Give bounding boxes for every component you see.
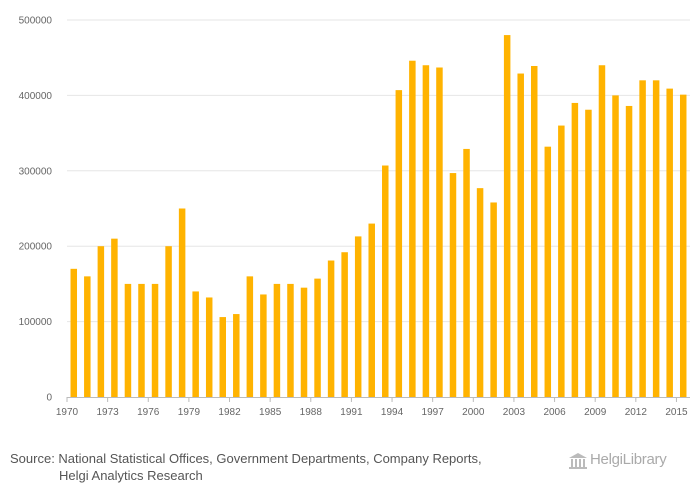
- bar-1991[interactable]: [354, 236, 362, 397]
- bar-1976[interactable]: [151, 283, 159, 397]
- bar-1995[interactable]: [409, 60, 416, 397]
- x-tick-label: 1997: [422, 407, 445, 418]
- bar-2009[interactable]: [598, 65, 606, 398]
- x-tick-label: 1979: [178, 407, 201, 418]
- y-tick-label: 400000: [19, 91, 53, 102]
- bar-1974[interactable]: [124, 283, 132, 397]
- bar-2013[interactable]: [652, 80, 660, 397]
- bar-1988[interactable]: [314, 278, 321, 397]
- bar-2014[interactable]: [666, 88, 673, 397]
- bar-1996[interactable]: [422, 65, 430, 398]
- bar-1982[interactable]: [233, 314, 240, 397]
- bar-1973[interactable]: [111, 238, 118, 397]
- bar-2001[interactable]: [490, 202, 497, 397]
- bar-1997[interactable]: [436, 67, 443, 397]
- bar-2002[interactable]: [503, 35, 511, 397]
- x-axis-ticks: [66, 397, 677, 402]
- x-tick-label: 1976: [137, 407, 160, 418]
- y-tick-label: 500000: [19, 16, 53, 27]
- x-tick-label: 2015: [665, 407, 688, 418]
- bar-1986[interactable]: [287, 283, 294, 397]
- y-tick-label: 300000: [19, 166, 53, 177]
- bar-1998[interactable]: [449, 173, 457, 397]
- bar-1983[interactable]: [246, 276, 254, 397]
- x-tick-label: 2009: [584, 407, 607, 418]
- x-tick-label: 1970: [56, 407, 79, 418]
- y-tick-label: 200000: [19, 242, 53, 253]
- bar-2000[interactable]: [476, 188, 484, 397]
- y-tick-label: 0: [46, 393, 52, 404]
- bar-1990[interactable]: [341, 252, 348, 397]
- bar-1985[interactable]: [273, 283, 281, 397]
- bar-chart: 0 100000 200000 300000 400000 500000 1970 1973…: [19, 16, 690, 418]
- x-tick-label: 1994: [381, 407, 404, 418]
- bar-1987[interactable]: [300, 287, 308, 397]
- bar-1978[interactable]: [178, 208, 186, 398]
- bar-1994[interactable]: [395, 90, 403, 397]
- x-axis-labels: 1970 1973 1976 1979 1982 1985 1988 1991 1994 1997…: [56, 407, 688, 418]
- logo-text: HelgiLibrary: [590, 451, 667, 468]
- bars: [70, 35, 687, 398]
- x-tick-label: 1988: [300, 407, 323, 418]
- bar-1984[interactable]: [260, 294, 267, 397]
- bar-1993[interactable]: [382, 165, 389, 397]
- bar-1975[interactable]: [138, 283, 145, 397]
- x-tick-label: 2006: [543, 407, 566, 418]
- bar-2003[interactable]: [517, 73, 524, 397]
- y-axis-labels: 0 100000 200000 300000 400000 500000: [19, 16, 53, 404]
- source-note: Source: National Statistical Offices, Go…: [10, 450, 550, 484]
- bar-1979[interactable]: [192, 291, 199, 397]
- source-line-1: Source: National Statistical Offices, Go…: [10, 451, 482, 466]
- x-tick-label: 1973: [97, 407, 120, 418]
- bar-2004[interactable]: [531, 65, 538, 397]
- bar-2011[interactable]: [625, 105, 633, 398]
- bar-2012[interactable]: [639, 80, 646, 397]
- bar-1972[interactable]: [97, 246, 105, 397]
- bar-1999[interactable]: [463, 148, 470, 397]
- x-tick-label: 2012: [625, 407, 648, 418]
- bar-1992[interactable]: [368, 223, 375, 397]
- bar-1971[interactable]: [84, 276, 91, 397]
- bar-1970[interactable]: [70, 268, 78, 397]
- source-line-2: Helgi Analytics Research: [59, 468, 203, 483]
- bar-2005[interactable]: [544, 146, 552, 397]
- bar-2010[interactable]: [612, 95, 619, 398]
- bar-2015[interactable]: [679, 94, 687, 397]
- bar-1980[interactable]: [205, 297, 213, 397]
- x-tick-label: 1991: [340, 407, 363, 418]
- library-building-icon: [569, 453, 587, 469]
- helgi-library-logo[interactable]: HelgiLibrary: [568, 450, 692, 472]
- y-tick-label: 100000: [19, 317, 53, 328]
- bar-1977[interactable]: [165, 246, 172, 397]
- bar-2007[interactable]: [571, 102, 579, 397]
- bar-2006[interactable]: [558, 125, 565, 397]
- gridlines: [67, 19, 690, 323]
- x-tick-label: 2000: [462, 407, 485, 418]
- x-tick-label: 1985: [259, 407, 282, 418]
- bar-1981[interactable]: [219, 317, 227, 397]
- x-tick-label: 1982: [218, 407, 241, 418]
- x-tick-label: 2003: [503, 407, 526, 418]
- bar-1989[interactable]: [327, 260, 335, 397]
- bar-2008[interactable]: [585, 109, 592, 397]
